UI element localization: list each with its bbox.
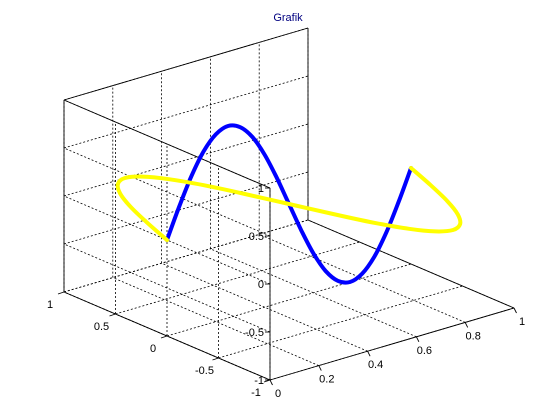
series-layer [115, 123, 463, 285]
grid-line [63, 147, 271, 237]
box-edge [63, 27, 309, 101]
axes-box [63, 27, 515, 381]
y-tick-label: 0.5 [94, 321, 109, 333]
y-tick-label: 0 [150, 343, 156, 355]
y-tick-label: 1 [47, 299, 53, 311]
grid-line [63, 123, 309, 197]
z-tick-label: 0.5 [249, 231, 264, 243]
tick-labels: 0 0.2 0.4 0.6 0.8 1 -1 -0.5 0 0.5 1 -1 -0.5 0 0.5 1 [47, 183, 525, 400]
x-tick-mark [415, 336, 420, 343]
x-tick-label: 0.8 [466, 330, 481, 342]
grid-line [115, 241, 360, 315]
x-tick-mark [464, 322, 469, 328]
y-tick-label: -1 [251, 387, 261, 399]
x-tick-mark [513, 307, 517, 314]
x-tick-label: 0 [275, 388, 281, 400]
grid-line [218, 285, 463, 359]
x-tick-mark [318, 365, 322, 371]
grid-line [63, 219, 309, 293]
grid-line [63, 171, 309, 245]
z-tick-label: 1 [258, 183, 264, 195]
x-tick-label: 0.2 [319, 374, 334, 386]
y-tick-mark [212, 357, 219, 361]
series-2-line [115, 166, 463, 242]
grid-line [259, 234, 466, 323]
grid-line [63, 243, 271, 333]
x-tick-mark [367, 350, 371, 357]
x-axis-line [269, 307, 515, 381]
box-edge [63, 99, 271, 189]
y-tick-mark [109, 313, 116, 317]
x-tick-label: 1 [519, 316, 525, 328]
z-tick-label: -0.5 [245, 327, 264, 339]
grid-line [63, 75, 309, 149]
x-tick-label: 0.4 [368, 359, 383, 371]
box-edge [307, 219, 515, 309]
z-tick-label: -1 [254, 375, 264, 387]
y-tick-mark [160, 335, 168, 339]
z-tick-label: 0 [258, 279, 264, 291]
y-tick-label: -0.5 [195, 365, 214, 377]
grid-line [166, 263, 412, 337]
x-tick-mark [269, 379, 273, 386]
grid-line [112, 277, 319, 366]
x-tick-label: 0.6 [417, 345, 432, 357]
chart-title: Grafik [273, 12, 303, 24]
y-tick-mark [57, 291, 65, 295]
